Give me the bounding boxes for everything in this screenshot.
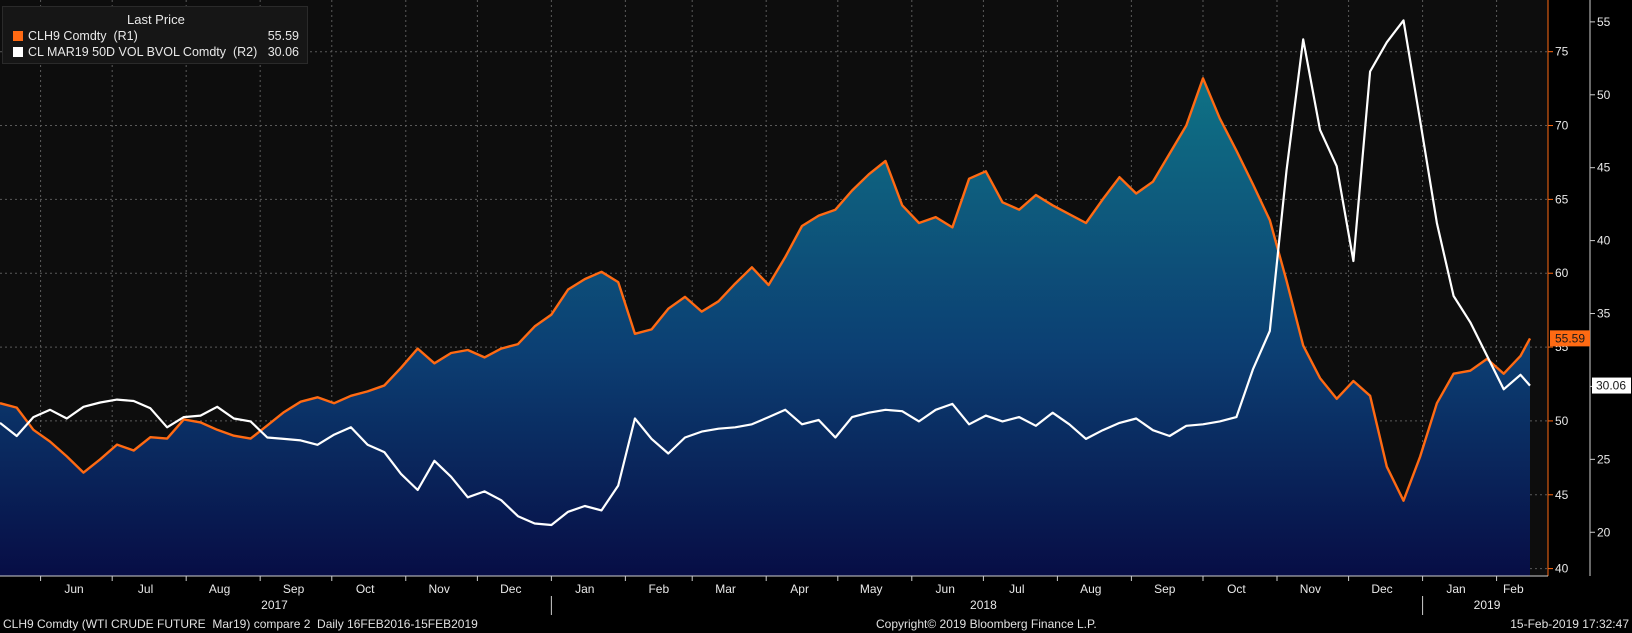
month-label: Aug: [1080, 582, 1101, 596]
month-label: Dec: [500, 582, 521, 596]
vol-tick-label: 20: [1597, 525, 1611, 539]
month-label: Sep: [283, 582, 305, 596]
month-label: Dec: [1371, 582, 1392, 596]
price-series-line: [0, 77, 1532, 502]
month-label: Nov: [429, 582, 450, 596]
month-label: Apr: [790, 582, 809, 596]
month-label: Oct: [1227, 582, 1246, 596]
month-label: Jun: [64, 582, 83, 596]
year-label: 2019: [1474, 598, 1501, 612]
month-label: Jun: [936, 582, 955, 596]
legend-item-price: CLH9 Comdty (R1) 55.59: [13, 29, 303, 44]
month-label: Feb: [648, 582, 669, 596]
price-tick-label: 70: [1555, 119, 1569, 133]
month-label: Jul: [1009, 582, 1024, 596]
month-label: Nov: [1300, 582, 1321, 596]
legend: Last Price CLH9 Comdty (R1) 55.59 CL MAR…: [2, 6, 308, 64]
footer-bar: CLH9 Comdty (WTI CRUDE FUTURE Mar19) com…: [0, 615, 1632, 633]
price-tick-label: 40: [1555, 562, 1569, 576]
month-label: Jan: [575, 582, 594, 596]
vol-tick-label: 40: [1597, 234, 1611, 248]
legend-swatch-vol: [13, 47, 23, 57]
month-label: Mar: [715, 582, 736, 596]
price-tick-label: 75: [1555, 45, 1569, 59]
month-label: Jul: [138, 582, 153, 596]
month-label: Sep: [1154, 582, 1176, 596]
vol-tick-label: 50: [1597, 88, 1611, 102]
year-label: 2018: [970, 598, 997, 612]
month-label: Oct: [356, 582, 375, 596]
price-tick-label: 45: [1555, 488, 1569, 502]
axes: 40455055606570752025303540455055JunJulAu…: [0, 0, 1632, 615]
price-last-box: [1550, 330, 1590, 347]
legend-label-price: CLH9 Comdty (R1): [28, 29, 138, 43]
footer-timestamp: 15-Feb-2019 17:32:47: [1510, 617, 1629, 631]
vol-tick-label: 45: [1597, 161, 1611, 175]
year-label: 2017: [261, 598, 288, 612]
price-last-label: 55.59: [1555, 331, 1585, 345]
month-label: May: [860, 582, 883, 596]
price-tick-label: 50: [1555, 414, 1569, 428]
legend-value-vol: 30.06: [267, 45, 299, 59]
month-label: Jan: [1446, 582, 1465, 596]
vol-last-label: 30.06: [1596, 379, 1626, 393]
vol-tick-label: 55: [1597, 15, 1611, 29]
legend-value-price: 55.59: [267, 29, 299, 43]
month-label: Aug: [209, 582, 230, 596]
legend-swatch-price: [13, 31, 23, 41]
legend-item-vol: CL MAR19 50D VOL BVOL Comdty (R2) 30.06: [13, 45, 303, 60]
legend-label-vol: CL MAR19 50D VOL BVOL Comdty (R2): [28, 45, 258, 59]
footer-security-info: CLH9 Comdty (WTI CRUDE FUTURE Mar19) com…: [3, 617, 478, 631]
month-label: Feb: [1503, 582, 1524, 596]
last-value-labels: 55.59 30.06: [1550, 330, 1631, 394]
footer-copyright: Copyright© 2019 Bloomberg Finance L.P.: [876, 617, 1097, 631]
vol-tick-label: 35: [1597, 307, 1611, 321]
vol-last-box: [1592, 377, 1631, 394]
vol-series-line: [0, 19, 1531, 527]
x-axis-background: [0, 576, 1632, 615]
legend-title: Last Price: [127, 12, 185, 27]
price-tick-label: 60: [1555, 266, 1569, 280]
vol-tick-label: 25: [1597, 452, 1611, 466]
price-tick-label: 65: [1555, 192, 1569, 206]
